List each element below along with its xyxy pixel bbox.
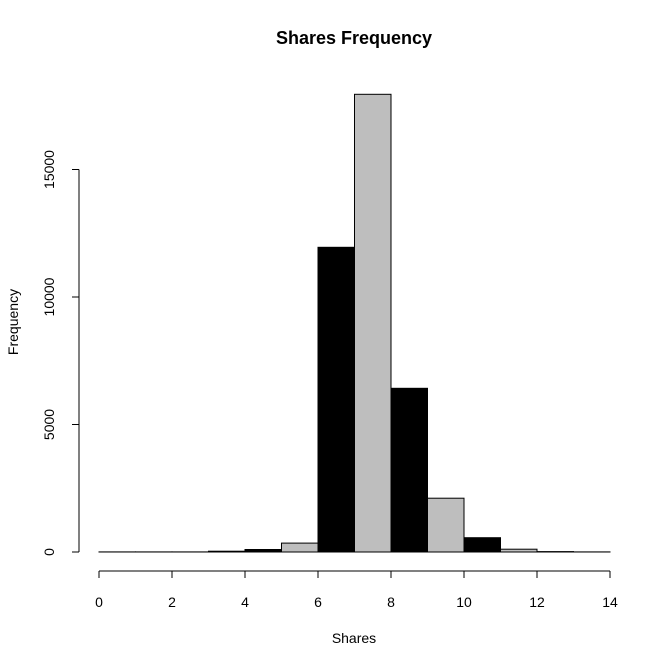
x-tick-label: 4 xyxy=(241,594,249,610)
y-tick-label: 5000 xyxy=(41,409,57,440)
histogram-bar xyxy=(500,548,538,553)
histogram-bar xyxy=(463,537,501,553)
x-tick-label: 12 xyxy=(529,594,545,610)
x-tick-label: 6 xyxy=(314,594,322,610)
histogram-bar xyxy=(281,542,319,553)
x-tick-label: 2 xyxy=(168,594,176,610)
y-tick-label: 0 xyxy=(41,548,57,556)
histogram-bar xyxy=(317,246,355,553)
histogram-bar xyxy=(354,93,392,553)
x-axis-ticks: 0 2 4 6 8 10 12 14 xyxy=(95,571,618,610)
histogram-bar xyxy=(208,550,246,553)
x-tick-label: 10 xyxy=(456,594,472,610)
chart-title: Shares Frequency xyxy=(276,28,432,48)
x-tick-label: 0 xyxy=(95,594,103,610)
bars-group xyxy=(98,93,611,553)
histogram-bar xyxy=(390,387,428,553)
y-tick-label: 10000 xyxy=(41,277,57,316)
x-axis-label: Shares xyxy=(332,630,376,646)
y-axis-label: Frequency xyxy=(5,289,21,355)
x-tick-label: 8 xyxy=(387,594,395,610)
y-tick-label: 15000 xyxy=(41,150,57,189)
y-axis-ticks: 0 5000 10000 15000 xyxy=(41,150,79,556)
x-tick-label: 14 xyxy=(602,594,618,610)
histogram-bar xyxy=(244,549,282,553)
histogram-bar xyxy=(427,497,465,553)
